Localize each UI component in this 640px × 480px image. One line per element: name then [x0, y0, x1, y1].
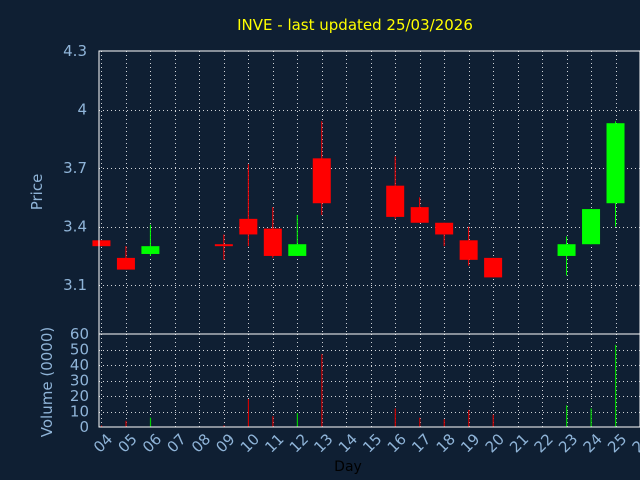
candle-11 [263, 207, 282, 258]
price-tick-label: 4.3 [63, 42, 87, 60]
candle-body [484, 257, 503, 278]
volume-bar-4 [100, 425, 103, 427]
volume-plot-border [98, 333, 640, 428]
price-panel: 3.1 3.4 3.7 4 4.3 Price [28, 42, 640, 335]
volume-bar-19 [468, 409, 470, 427]
day-axis-label: Day [334, 459, 362, 475]
candle-body [410, 207, 429, 223]
volume-bar-13 [321, 354, 323, 427]
price-candles [92, 121, 625, 278]
volume-tick-label: 20 [70, 387, 89, 405]
volume-tick-label: 60 [70, 325, 89, 343]
candle-25 [606, 121, 625, 227]
candle-18 [435, 222, 454, 247]
volume-bar-11 [272, 416, 274, 427]
candle-body [582, 209, 601, 245]
volume-tick-label: 50 [70, 341, 89, 359]
volume-bar-9 [223, 425, 225, 427]
volume-bar-20 [492, 414, 494, 427]
candle-body [288, 244, 307, 256]
price-tick-label: 3.4 [63, 218, 87, 236]
volume-tick-label: 40 [70, 356, 89, 374]
candle-body [557, 244, 576, 256]
candle-body [606, 123, 625, 204]
volume-bar-6 [149, 417, 152, 427]
day-tick-label: 26 [629, 430, 640, 456]
candle-9 [214, 234, 233, 260]
price-tick-label: 3.1 [63, 276, 87, 294]
candle-body [312, 158, 331, 204]
candle-6 [141, 224, 160, 256]
price-y-tick-labels: 3.1 3.4 3.7 4 4.3 [63, 42, 87, 294]
volume-bar-12 [296, 413, 298, 427]
volume-bar-16 [394, 408, 396, 427]
candle-19 [459, 226, 478, 266]
candle-body [459, 240, 478, 260]
volume-tick-label: 30 [70, 372, 89, 390]
candle-16 [386, 156, 405, 219]
candle-body [141, 246, 160, 254]
candle-24 [582, 209, 601, 245]
volume-bar-23 [566, 405, 568, 427]
volume-tick-label: 10 [70, 403, 89, 421]
candle-body [263, 228, 282, 256]
candle-10 [239, 164, 258, 247]
candle-5 [116, 246, 135, 270]
volume-bar-24 [590, 408, 592, 427]
candle-body [435, 222, 454, 235]
candle-body [386, 185, 405, 217]
volume-bar-25 [615, 344, 617, 427]
price-tick-label: 3.7 [63, 159, 87, 177]
candle-23 [557, 236, 576, 276]
candle-body [92, 240, 111, 247]
candle-body [116, 257, 135, 270]
volume-bar-18 [443, 419, 445, 427]
volume-tick-label: 0 [79, 418, 89, 436]
volume-bars [100, 344, 617, 427]
price-tick-label: 4 [77, 101, 87, 119]
candle-4 [92, 240, 111, 247]
price-axis-label: Price [28, 174, 46, 211]
candle-12 [288, 214, 307, 256]
candle-13 [312, 121, 331, 215]
candle-body [214, 244, 233, 247]
volume-bar-5 [125, 420, 127, 427]
chart-title: INVE - last updated 25/03/2026 [237, 16, 473, 34]
volume-axis-label: Volume (0000) [38, 327, 56, 437]
volume-bar-17 [419, 417, 421, 427]
candle-body [239, 218, 258, 235]
volume-bar-10 [247, 399, 250, 427]
candle-20 [484, 257, 503, 278]
candle-17 [410, 197, 429, 223]
